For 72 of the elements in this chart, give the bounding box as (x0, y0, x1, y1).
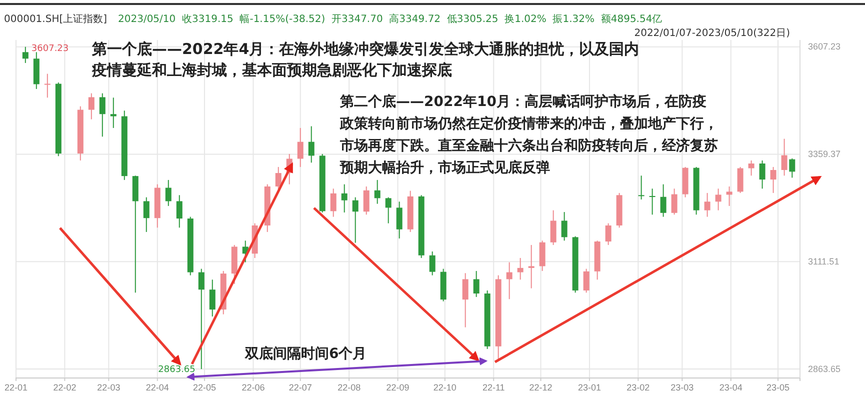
candlestick (385, 196, 392, 224)
candlestick (539, 240, 546, 272)
candlestick (704, 192, 710, 218)
x-tick-label: 23-01 (578, 382, 601, 392)
x-tick-label: 23-05 (766, 382, 790, 392)
candlestick (176, 194, 182, 228)
candlestick (44, 73, 50, 98)
candlestick (143, 196, 150, 232)
y-tick-label: 2863.65 (808, 364, 841, 374)
candlestick (165, 179, 172, 206)
candlestick (506, 262, 512, 300)
y-tick-label: 3359.37 (808, 149, 841, 160)
candlestick (363, 186, 370, 216)
x-tick-label: 22-08 (338, 382, 361, 392)
y-tick-label: 3607.23 (808, 42, 841, 52)
chart-title: 000001.SH[上证指数] (4, 13, 108, 25)
x-tick-label: 22-05 (193, 382, 216, 392)
candlestick (737, 166, 744, 194)
candlestick (352, 196, 358, 244)
candlestick (649, 188, 656, 216)
x-tick-label: 22-11 (482, 382, 505, 392)
candlestick (308, 126, 314, 164)
annotation: 第一个底——2022年4月：在海外地缘冲突爆发引发全球大通胀的担忧，以及国内疫情蔓延和上海封城，基本面预期急剧恶化下加速探底 (91, 40, 640, 79)
candlestick (396, 201, 402, 239)
x-tick-label: 22-03 (97, 382, 120, 392)
candlestick (88, 92, 94, 120)
candlestick (330, 188, 336, 218)
candlestick (638, 175, 644, 200)
annotation: 双底间隔时间6个月 (244, 345, 367, 362)
annotation: 2863.65 (158, 365, 196, 376)
x-tick-label: 23-04 (719, 382, 742, 392)
candlestick (528, 244, 534, 289)
candlestick (110, 97, 116, 128)
candlestick (429, 250, 436, 276)
candlestick (660, 184, 666, 218)
candlestick (789, 158, 796, 178)
candlestick (297, 127, 304, 168)
candlestick (198, 268, 204, 370)
candlestick (781, 138, 788, 176)
candlestick (473, 270, 480, 298)
candlestick (517, 257, 524, 280)
x-tick-label: 22-01 (4, 382, 28, 392)
x-tick-label: 22-07 (288, 382, 312, 392)
candlestick (748, 160, 754, 176)
x-tick-label: 23-03 (670, 382, 694, 392)
x-tick-label: 23-02 (626, 382, 650, 392)
y-tick-label: 3111.51 (808, 256, 840, 267)
candlestick (726, 186, 732, 206)
annotation: 第二个底——2022年10月：高层喊话呵护市场后，在防疫政策转向前市场仍然在定价疫情带来的冲击，叠加地产下行，市场再度下跌。直至金融十六条出台和防疫转向后，经济复苏预期大幅抬升，市场正式见底反弹 (339, 93, 718, 176)
candlestick (374, 179, 380, 204)
x-tick-label: 22-06 (242, 382, 265, 392)
candlestick (341, 184, 348, 213)
candlestick (462, 272, 468, 328)
x-tick-label: 22-10 (433, 382, 456, 392)
x-tick-label: 22-02 (53, 382, 76, 392)
x-tick-label: 22-09 (386, 382, 410, 392)
annotation: 3607.23 (31, 44, 69, 54)
candlestick (209, 279, 216, 317)
candlestick (99, 92, 106, 138)
candlestick (550, 210, 556, 246)
candlestick (605, 222, 612, 246)
candlestick (671, 188, 678, 216)
candlestick (583, 268, 590, 294)
candlestick (759, 160, 766, 190)
candlestick (22, 46, 28, 64)
chart-subtitle: 2023/05/10 收3319.15 幅-1.15%(-38.52) 开3347.70 高3349.72 低3305.25 换1.02% 振1.32% 额4895.54亿 (118, 13, 662, 25)
candlestick (770, 166, 776, 194)
x-tick-label: 22-04 (146, 382, 169, 392)
candlestick (561, 212, 568, 242)
text: 2022/01/07-2023/05/10(322日) (634, 28, 790, 39)
candlestick (715, 188, 722, 211)
x-tick-label: 22-12 (529, 382, 552, 392)
